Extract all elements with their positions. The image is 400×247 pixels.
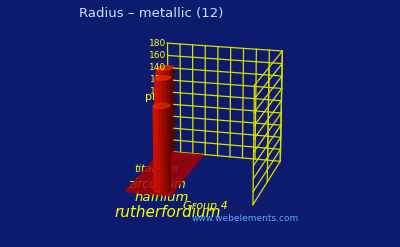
- Text: Radius – metallic (12): Radius – metallic (12): [79, 7, 223, 21]
